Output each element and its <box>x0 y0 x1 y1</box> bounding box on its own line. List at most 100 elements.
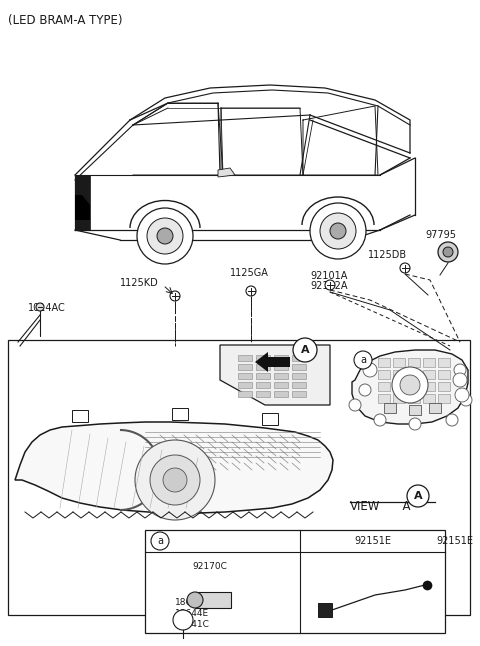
Bar <box>238 373 252 379</box>
Bar <box>408 370 420 379</box>
Bar <box>409 405 421 415</box>
Bar <box>262 413 278 425</box>
Bar <box>256 382 270 388</box>
Circle shape <box>310 203 366 259</box>
Bar <box>172 408 188 420</box>
Circle shape <box>151 532 169 550</box>
Bar <box>238 382 252 388</box>
Bar <box>238 355 252 361</box>
Bar <box>238 364 252 370</box>
Text: a: a <box>360 355 366 365</box>
Text: (LED BRAM-A TYPE): (LED BRAM-A TYPE) <box>8 14 122 27</box>
Polygon shape <box>75 195 90 220</box>
Bar <box>274 364 288 370</box>
Bar <box>408 394 420 403</box>
Bar <box>274 391 288 397</box>
Circle shape <box>374 414 386 426</box>
Text: 92151E: 92151E <box>354 536 391 546</box>
Bar <box>256 373 270 379</box>
Bar <box>429 403 441 413</box>
Text: 1125DB: 1125DB <box>368 250 407 260</box>
Text: 92151E: 92151E <box>436 536 473 546</box>
Bar <box>378 382 390 391</box>
Bar <box>438 382 450 391</box>
Circle shape <box>150 455 200 505</box>
Text: A: A <box>395 500 410 513</box>
Text: A: A <box>414 491 422 501</box>
Circle shape <box>163 468 187 492</box>
Circle shape <box>407 485 429 507</box>
Bar <box>292 382 306 388</box>
Circle shape <box>320 213 356 249</box>
Bar <box>318 603 332 617</box>
Polygon shape <box>218 168 235 177</box>
Bar <box>393 382 405 391</box>
Polygon shape <box>352 350 468 424</box>
Text: A: A <box>300 345 309 355</box>
Text: a: a <box>157 536 163 546</box>
Polygon shape <box>255 352 290 372</box>
Circle shape <box>409 418 421 430</box>
Bar <box>438 370 450 379</box>
Bar <box>378 358 390 367</box>
Bar <box>393 370 405 379</box>
Bar <box>393 394 405 403</box>
Text: 18641C: 18641C <box>175 620 210 629</box>
Circle shape <box>135 440 215 520</box>
Bar <box>256 391 270 397</box>
Polygon shape <box>75 175 90 230</box>
Circle shape <box>157 228 173 244</box>
Text: 1014AC: 1014AC <box>28 303 66 313</box>
Polygon shape <box>220 345 330 405</box>
Bar <box>292 373 306 379</box>
Circle shape <box>460 394 472 406</box>
Bar <box>195 592 231 608</box>
Text: 92101A: 92101A <box>310 271 348 281</box>
Bar <box>238 391 252 397</box>
Text: 1125KD: 1125KD <box>120 278 159 288</box>
Bar <box>256 364 270 370</box>
Bar <box>274 355 288 361</box>
Bar <box>384 403 396 413</box>
Bar <box>274 373 288 379</box>
Polygon shape <box>15 422 333 513</box>
Bar <box>393 358 405 367</box>
Bar <box>378 370 390 379</box>
Circle shape <box>137 208 193 264</box>
Bar <box>408 382 420 391</box>
Text: 92102A: 92102A <box>310 281 348 291</box>
Bar <box>292 355 306 361</box>
Bar <box>438 358 450 367</box>
Text: 18642E: 18642E <box>175 598 209 607</box>
Circle shape <box>246 286 256 296</box>
Circle shape <box>443 247 453 257</box>
Circle shape <box>438 242 458 262</box>
Text: 97795: 97795 <box>425 230 456 240</box>
Bar <box>378 394 390 403</box>
Bar <box>423 394 435 403</box>
Bar <box>292 364 306 370</box>
Circle shape <box>325 280 335 290</box>
Circle shape <box>455 388 469 402</box>
Circle shape <box>363 363 377 377</box>
Circle shape <box>354 351 372 369</box>
Circle shape <box>454 364 466 376</box>
Bar <box>423 382 435 391</box>
Circle shape <box>349 399 361 411</box>
Bar <box>423 370 435 379</box>
Bar <box>292 391 306 397</box>
Circle shape <box>359 384 371 396</box>
Text: VIEW: VIEW <box>350 500 380 513</box>
Circle shape <box>400 263 410 273</box>
Circle shape <box>330 223 346 239</box>
Circle shape <box>392 367 428 403</box>
Text: 1125GA: 1125GA <box>230 268 269 278</box>
Bar <box>438 394 450 403</box>
Circle shape <box>187 592 203 608</box>
Circle shape <box>293 338 317 362</box>
Text: 92170C: 92170C <box>192 562 228 571</box>
Bar <box>256 355 270 361</box>
Circle shape <box>446 414 458 426</box>
Bar <box>423 358 435 367</box>
Circle shape <box>36 303 44 311</box>
